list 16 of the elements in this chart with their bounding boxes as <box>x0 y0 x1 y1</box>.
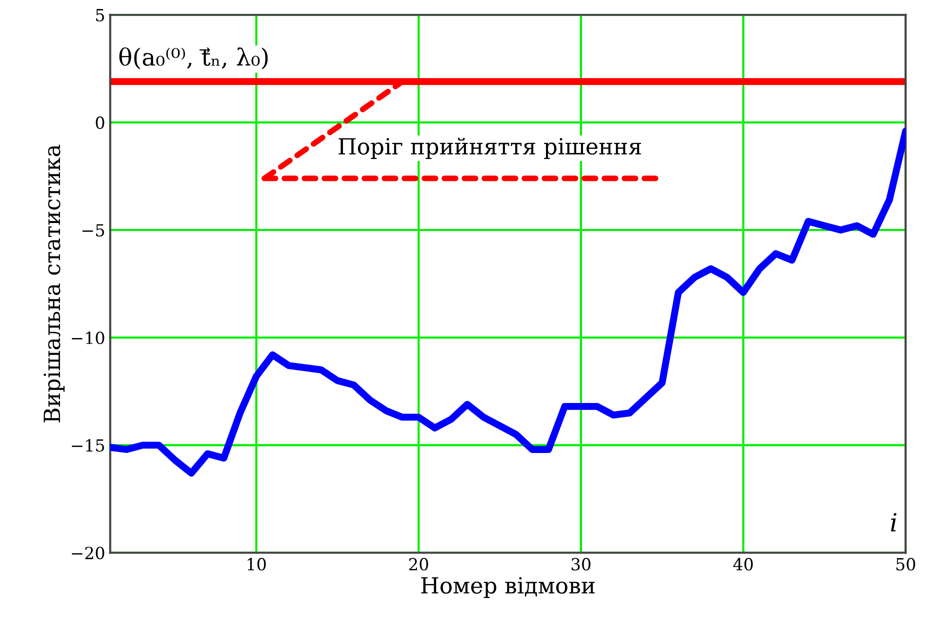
x-tick-label: 10 <box>248 558 266 571</box>
x-tick-label: 50 <box>896 558 916 571</box>
y-tick-label: 5 <box>96 9 104 22</box>
x-tick-label: 20 <box>409 558 428 571</box>
y-tick-label: 0 <box>96 116 104 130</box>
ref-line-label: θ(a₀⁽⁰⁾, t⃗ₙ, λ₀) <box>119 47 268 70</box>
x-tick-label: 40 <box>733 558 753 571</box>
x-tick-label: 30 <box>572 558 590 571</box>
x-axis-title: Номер відмови <box>421 577 595 598</box>
y-tick-label: −15 <box>72 439 104 452</box>
y-axis-title: Вирішальна статистика <box>44 144 65 422</box>
annotation: i <box>890 513 896 532</box>
y-tick-label: −20 <box>72 546 104 560</box>
y-tick-label: −10 <box>72 332 104 344</box>
annotation: Поріг прийняття рішення <box>338 138 642 160</box>
y-tick-label: −5 <box>82 224 104 237</box>
